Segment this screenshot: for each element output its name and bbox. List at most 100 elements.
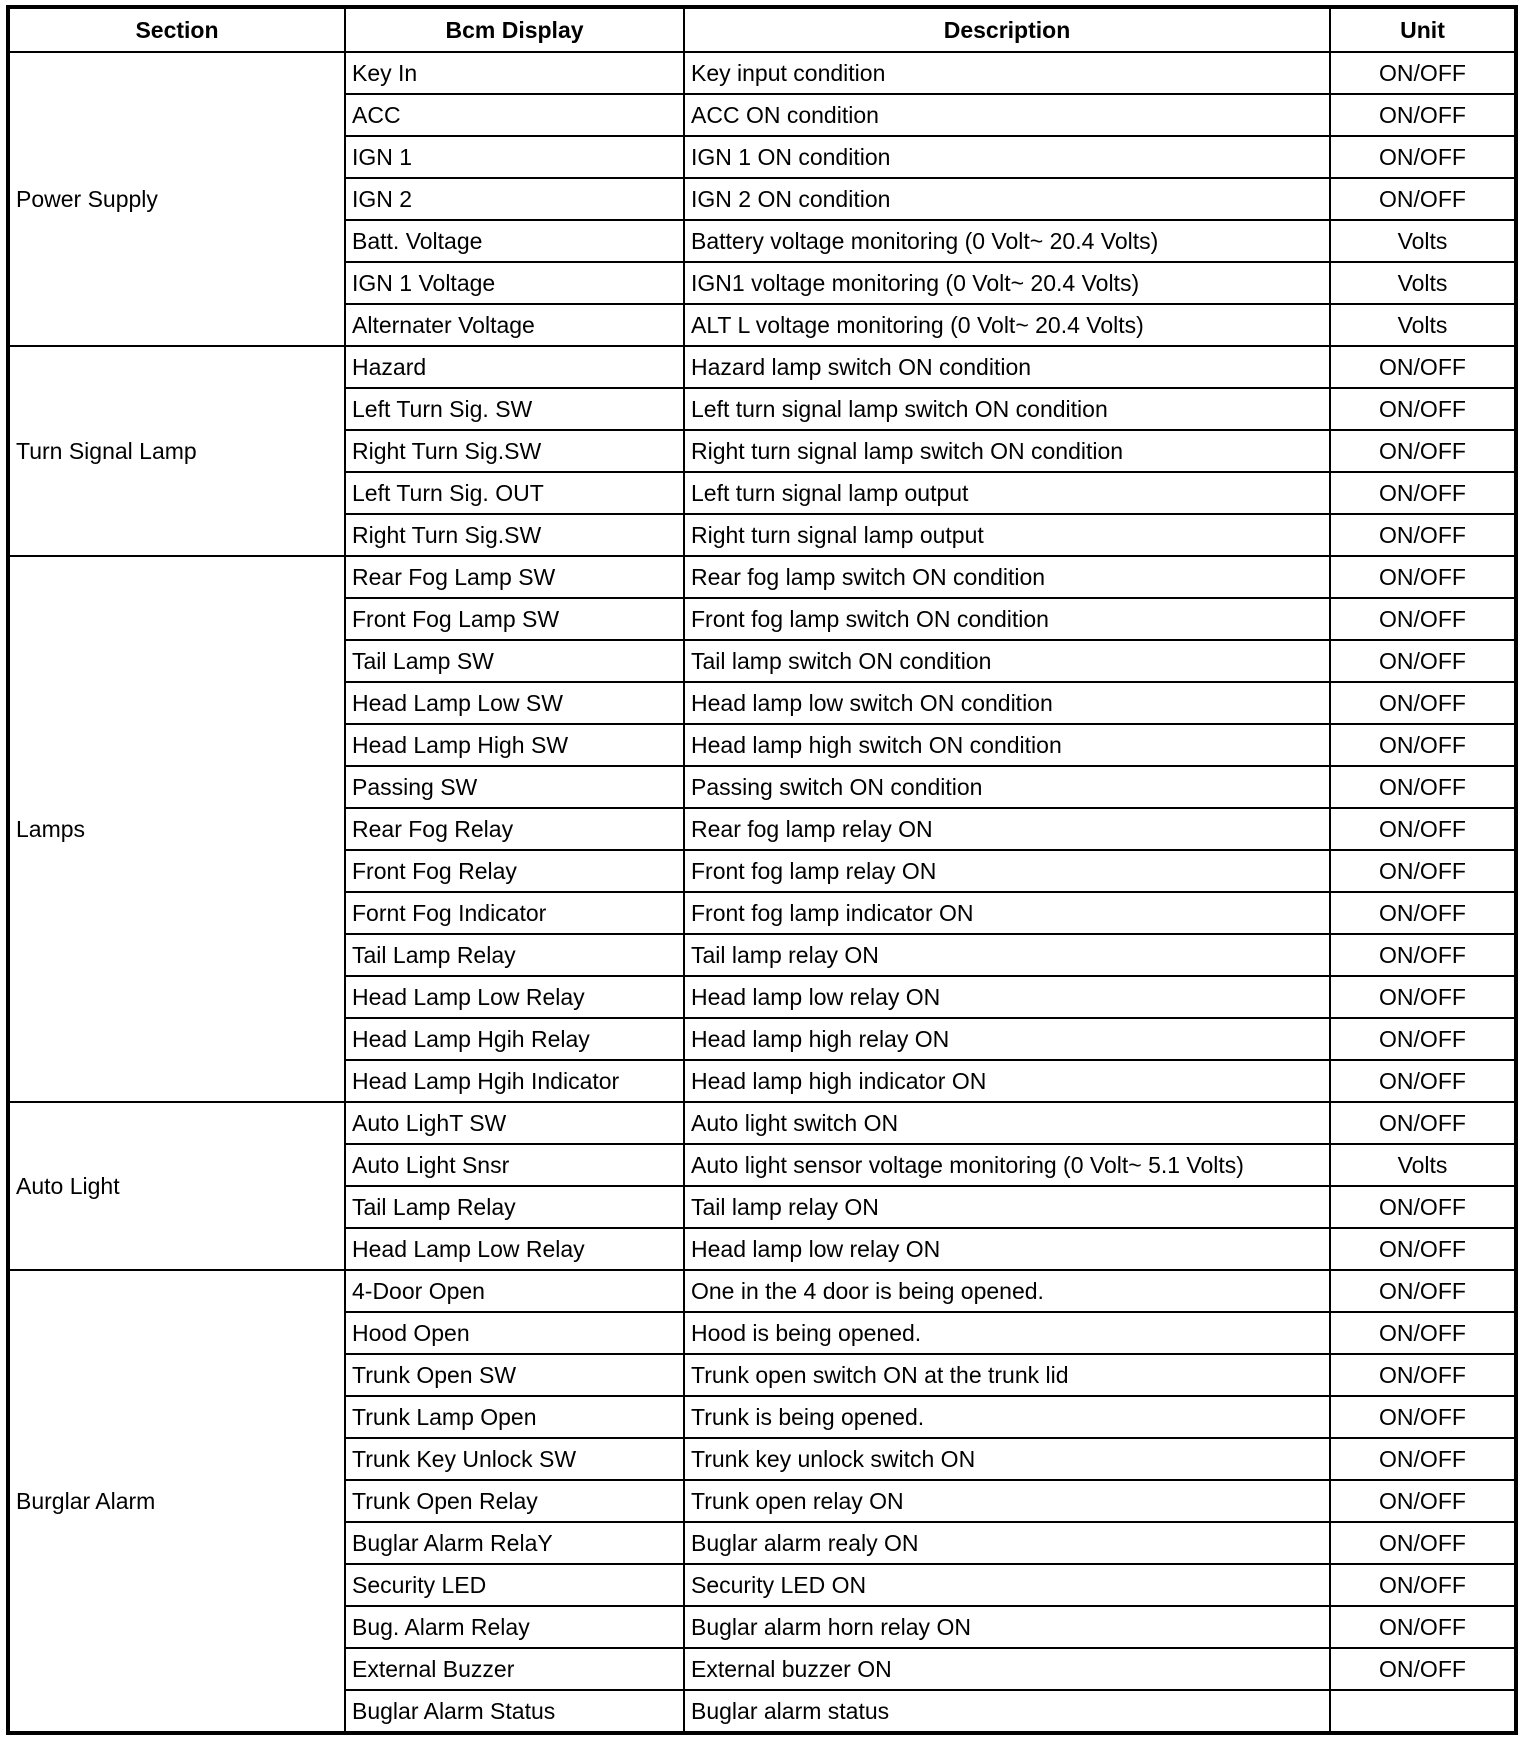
bcm-display-table: Section Bcm Display Description Unit Pow… xyxy=(6,5,1518,1735)
display-cell: Tail Lamp SW xyxy=(344,639,685,683)
unit-cell: ON/OFF xyxy=(1329,891,1517,935)
unit-cell: ON/OFF xyxy=(1329,471,1517,515)
description-cell: Front fog lamp relay ON xyxy=(683,849,1331,893)
table-row: IGN 1 IGN 1 ON condition ON/OFF xyxy=(8,135,1517,179)
display-cell: Passing SW xyxy=(344,765,685,809)
description-cell: ACC ON condition xyxy=(683,93,1331,137)
description-cell: Left turn signal lamp switch ON conditio… xyxy=(683,387,1331,431)
table-row: Lamps Rear Fog Lamp SW Rear fog lamp switc… xyxy=(7,555,1517,1103)
description-cell: Trunk key unlock switch ON xyxy=(683,1437,1331,1481)
description-cell: One in the 4 door is being opened. xyxy=(683,1269,1331,1313)
description-cell: IGN 2 ON condition xyxy=(683,177,1331,221)
unit-cell: ON/OFF xyxy=(1329,1227,1517,1271)
unit-cell: ON/OFF xyxy=(1329,51,1517,95)
description-cell: Head lamp high relay ON xyxy=(683,1017,1331,1061)
display-cell: Trunk Lamp Open xyxy=(344,1395,685,1439)
display-cell: Alternater Voltage xyxy=(344,303,685,347)
display-cell: Batt. Voltage xyxy=(344,219,685,263)
display-cell: Rear Fog Relay xyxy=(344,807,685,851)
display-cell: Head Lamp Low Relay xyxy=(344,975,685,1019)
table-row: Trunk Open Relay Trunk open relay ON ON/OF… xyxy=(8,1479,1517,1523)
unit-cell: Volts xyxy=(1329,303,1517,347)
table-row: Turn Signal Lamp Hazard Hazard lamp switch… xyxy=(7,345,1517,557)
table-row: Front Fog Relay Front fog lamp relay ON ON… xyxy=(8,849,1517,893)
description-cell: ALT L voltage monitoring (0 Volt~ 20.4 V… xyxy=(683,303,1331,347)
unit-cell: ON/OFF xyxy=(1329,93,1517,137)
display-cell: ACC xyxy=(344,93,685,137)
header-bcm-display: Bcm Display xyxy=(344,6,685,53)
description-cell: Head lamp low switch ON condition xyxy=(683,681,1331,725)
unit-cell: ON/OFF xyxy=(1329,345,1517,389)
display-cell: 4-Door Open xyxy=(344,1269,685,1313)
display-cell: Trunk Open Relay xyxy=(344,1479,685,1523)
unit-cell: ON/OFF xyxy=(1329,1059,1517,1103)
table-row: Head Lamp Hgih Relay Head lamp high relay… xyxy=(8,1017,1517,1061)
description-cell: Hazard lamp switch ON condition xyxy=(683,345,1331,389)
display-cell: Auto LighT SW xyxy=(344,1101,685,1145)
unit-cell: ON/OFF xyxy=(1329,597,1517,641)
table-row: IGN 2 IGN 2 ON condition ON/OFF xyxy=(8,177,1517,221)
table-row: Auto Light Snsr Auto light sensor voltage… xyxy=(8,1143,1517,1187)
display-cell: Right Turn Sig.SW xyxy=(344,429,685,473)
unit-cell: ON/OFF xyxy=(1329,513,1517,557)
unit-cell: ON/OFF xyxy=(1329,1479,1517,1523)
table-row: Head Lamp Hgih Indicator Head lamp high i… xyxy=(8,1059,1517,1103)
unit-cell: Volts xyxy=(1329,219,1517,263)
unit-cell: ON/OFF xyxy=(1329,1017,1517,1061)
display-cell: Head Lamp Hgih Indicator xyxy=(344,1059,685,1103)
description-cell: Left turn signal lamp output xyxy=(683,471,1331,515)
section-cell: Power Supply xyxy=(7,51,346,347)
display-cell: Head Lamp High SW xyxy=(344,723,685,767)
description-cell: IGN 1 ON condition xyxy=(683,135,1331,179)
table-row: Bug. Alarm Relay Buglar alarm horn relay … xyxy=(8,1605,1517,1649)
display-cell: Hazard xyxy=(344,345,685,389)
table-row: Tail Lamp SW Tail lamp switch ON conditio… xyxy=(8,639,1517,683)
display-cell: Head Lamp Low SW xyxy=(344,681,685,725)
description-cell: Tail lamp relay ON xyxy=(683,1185,1331,1229)
description-cell: Tail lamp relay ON xyxy=(683,933,1331,977)
unit-cell: ON/OFF xyxy=(1329,849,1517,893)
unit-cell: ON/OFF xyxy=(1329,723,1517,767)
table-row: Right Turn Sig.SW Right turn signal lamp … xyxy=(8,513,1517,557)
display-cell: Trunk Open SW xyxy=(344,1353,685,1397)
display-cell: Hood Open xyxy=(344,1311,685,1355)
section-cell: Burglar Alarm xyxy=(7,1269,346,1734)
table-row: External Buzzer External buzzer ON ON/OFF xyxy=(8,1647,1517,1691)
table-row: Fornt Fog Indicator Front fog lamp indica… xyxy=(8,891,1517,935)
description-cell: Front fog lamp indicator ON xyxy=(683,891,1331,935)
display-cell: Front Fog Lamp SW xyxy=(344,597,685,641)
unit-cell: ON/OFF xyxy=(1329,807,1517,851)
description-cell: Hood is being opened. xyxy=(683,1311,1331,1355)
header-row: Section Bcm Display Description Unit xyxy=(7,6,1517,53)
description-cell: Right turn signal lamp switch ON conditi… xyxy=(683,429,1331,473)
description-cell: IGN1 voltage monitoring (0 Volt~ 20.4 Vo… xyxy=(683,261,1331,305)
table-row: Trunk Key Unlock SW Trunk key unlock swit… xyxy=(8,1437,1517,1481)
display-cell: Front Fog Relay xyxy=(344,849,685,893)
description-cell: Security LED ON xyxy=(683,1563,1331,1607)
description-cell: Auto light switch ON xyxy=(683,1101,1331,1145)
description-cell: Trunk is being opened. xyxy=(683,1395,1331,1439)
display-cell: Right Turn Sig.SW xyxy=(344,513,685,557)
display-cell: IGN 1 Voltage xyxy=(344,261,685,305)
table-row: Left Turn Sig. OUT Left turn signal lamp … xyxy=(8,471,1517,515)
table-row: Power Supply Key In Key input condition ON/… xyxy=(7,51,1517,347)
unit-cell: ON/OFF xyxy=(1329,387,1517,431)
table-row: ACC ACC ON condition ON/OFF xyxy=(8,93,1517,137)
table-row: Buglar Alarm RelaY Buglar alarm realy ON O… xyxy=(8,1521,1517,1565)
description-cell: Trunk open relay ON xyxy=(683,1479,1331,1523)
table-row: Head Lamp Low SW Head lamp low switch ON … xyxy=(8,681,1517,725)
description-cell: Buglar alarm realy ON xyxy=(683,1521,1331,1565)
description-cell: Right turn signal lamp output xyxy=(683,513,1331,557)
table-row: Trunk Open SW Trunk open switch ON at the… xyxy=(8,1353,1517,1397)
display-cell: Left Turn Sig. OUT xyxy=(344,471,685,515)
display-cell: Key In xyxy=(344,51,685,95)
unit-cell xyxy=(1329,1689,1517,1734)
description-cell: Head lamp low relay ON xyxy=(683,975,1331,1019)
table-row: Buglar Alarm Status Buglar alarm status xyxy=(8,1689,1517,1734)
description-cell: External buzzer ON xyxy=(683,1647,1331,1691)
description-cell: Passing switch ON condition xyxy=(683,765,1331,809)
unit-cell: ON/OFF xyxy=(1329,177,1517,221)
table-row: Security LED Security LED ON ON/OFF xyxy=(8,1563,1517,1607)
table-row: Front Fog Lamp SW Front fog lamp switch O… xyxy=(8,597,1517,641)
table-body: Power Supply Key In Key input condition ON/… xyxy=(7,51,1517,1734)
